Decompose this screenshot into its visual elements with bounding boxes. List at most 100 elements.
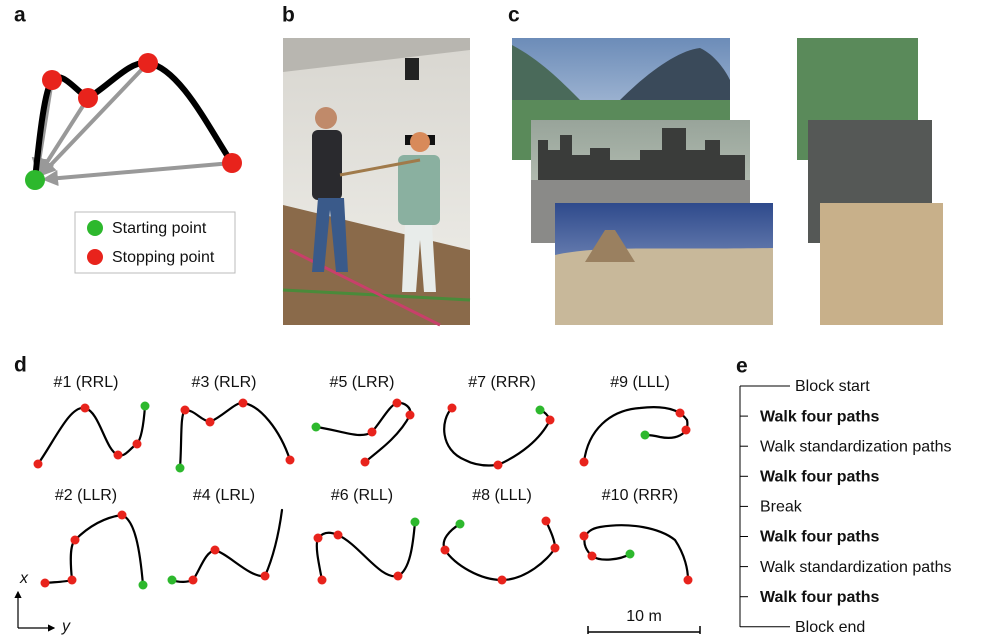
point (318, 576, 327, 585)
point (87, 249, 103, 265)
point (682, 426, 691, 435)
point (87, 220, 103, 236)
path-label: #9 (LLL) (610, 374, 670, 391)
point (684, 576, 693, 585)
point (138, 53, 158, 73)
timeline-item: Walk four paths (760, 469, 880, 486)
legend: Starting point Stopping point (75, 212, 235, 273)
point (42, 70, 62, 90)
path-label: #1 (RRL) (54, 374, 119, 391)
shape (588, 626, 700, 634)
point (441, 546, 450, 555)
point (41, 579, 50, 588)
vr-scenes (512, 38, 773, 325)
point (176, 464, 185, 473)
timeline-item: Walk standardization paths (760, 559, 952, 576)
point (206, 418, 215, 427)
path-label: #5 (LRR) (330, 374, 395, 391)
shape (48, 163, 232, 179)
point (315, 107, 337, 129)
path-label: #10 (RRR) (602, 487, 678, 504)
shape (584, 525, 688, 580)
point (546, 416, 555, 425)
point (498, 576, 507, 585)
timeline: Block start Walk four paths Walk standardi… (740, 378, 952, 636)
shape (398, 155, 440, 225)
legend-item: Stopping point (112, 249, 215, 266)
shape (444, 408, 550, 466)
timeline-item: Block start (795, 378, 870, 395)
shape (172, 510, 282, 582)
point (114, 451, 123, 460)
path-label: #4 (LRL) (193, 487, 255, 504)
shape (180, 403, 290, 468)
point (141, 402, 150, 411)
point (181, 406, 190, 415)
shape (312, 130, 342, 200)
shape (316, 403, 410, 462)
panel-label: d (14, 354, 27, 377)
point (361, 458, 370, 467)
path-label: #2 (LLR) (55, 487, 117, 504)
point (580, 458, 589, 467)
point (78, 88, 98, 108)
point (168, 576, 177, 585)
textures (797, 38, 943, 325)
point (118, 511, 127, 520)
point (71, 536, 80, 545)
point (676, 409, 685, 418)
point (410, 132, 430, 152)
point (314, 534, 323, 543)
scale-bar: 10 m (588, 608, 700, 634)
point (261, 572, 270, 581)
path-labels: #1 (RRL) #3 (RLR) #5 (LRR) #7 (RRR) #9 (… (54, 374, 679, 504)
point (551, 544, 560, 553)
point (448, 404, 457, 413)
shape (317, 522, 415, 580)
timeline-item: Walk four paths (760, 589, 880, 606)
point (312, 423, 321, 432)
shape (38, 406, 145, 464)
panel-label: c (508, 4, 520, 27)
point (626, 550, 635, 559)
point (588, 552, 597, 561)
scale-label: 10 m (626, 608, 662, 625)
point (334, 531, 343, 540)
point (211, 546, 220, 555)
shape (820, 203, 943, 325)
point (34, 460, 43, 469)
timeline-item: Block end (795, 619, 865, 636)
timeline-item: Break (760, 499, 803, 516)
point (368, 428, 377, 437)
point (580, 532, 589, 541)
panel-label: e (736, 355, 748, 378)
point (81, 404, 90, 413)
timeline-item: Walk standardization paths (760, 438, 952, 455)
point (494, 461, 503, 470)
point (25, 170, 45, 190)
point (222, 153, 242, 173)
shape (45, 515, 143, 585)
point (406, 411, 415, 420)
point (239, 399, 248, 408)
timeline-item: Walk four paths (760, 408, 880, 425)
timeline-item: Walk four paths (760, 529, 880, 546)
point (411, 518, 420, 527)
shape (405, 58, 419, 80)
point (139, 581, 148, 590)
panel-a-diagram (25, 53, 242, 190)
panel-label: a (14, 4, 26, 27)
shape (584, 407, 687, 462)
point (133, 440, 142, 449)
point (286, 456, 295, 465)
shape (444, 521, 555, 580)
point (68, 576, 77, 585)
point (394, 572, 403, 581)
figure: a Starting point Stopping point b c d #1… (0, 0, 984, 637)
axis-label: x (19, 570, 29, 587)
point (542, 517, 551, 526)
point (536, 406, 545, 415)
path-label: #6 (RLL) (331, 487, 393, 504)
point (393, 399, 402, 408)
point (189, 576, 198, 585)
